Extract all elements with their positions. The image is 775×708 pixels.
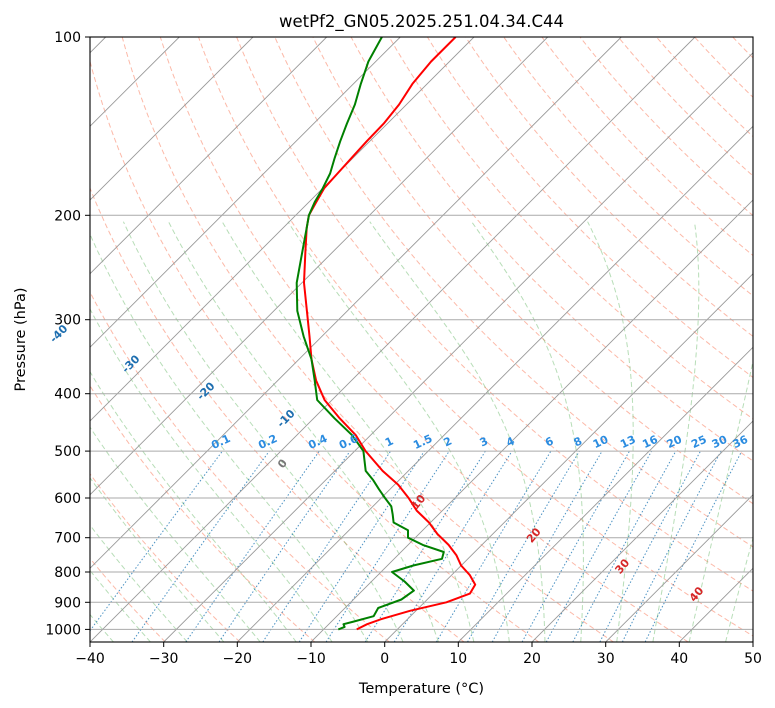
mixing-ratio-line	[621, 450, 722, 642]
y-tick-label: 200	[54, 208, 81, 224]
y-tick-label: 100	[54, 30, 81, 46]
dry-adiabat-line	[90, 557, 166, 642]
mixing-ratio-line	[325, 450, 450, 642]
isobars	[90, 37, 753, 630]
plot-frame	[89, 36, 754, 643]
mixing-ratio-line	[131, 450, 270, 642]
y-tick-label: 300	[54, 313, 81, 329]
x-tick-label: 40	[670, 651, 688, 667]
isotherm-line	[236, 125, 753, 642]
x-axis: −40 −30 −20 −10 0 10 20 30 40 50	[75, 642, 762, 667]
mixing-ratio-line	[364, 450, 486, 642]
moist-adiabat-line	[471, 221, 584, 642]
moist-adiabat-line	[90, 426, 261, 642]
x-tick-label: −30	[149, 651, 179, 667]
isotherm-line	[384, 273, 753, 642]
moist-adiabat-line	[90, 569, 151, 642]
mixing-ratio-line	[599, 450, 701, 642]
isotherm-line	[310, 199, 753, 642]
dry-adiabat-line	[236, 37, 753, 592]
mixing-ratio-label: 20	[665, 433, 685, 451]
dry-adiabat-line	[198, 37, 753, 637]
y-tick-label: 500	[54, 444, 81, 460]
moist-adiabat-line	[90, 524, 188, 642]
mixing-ratio-line	[435, 450, 552, 642]
x-tick-label: −40	[75, 651, 105, 667]
dry-adiabat-line	[121, 37, 614, 642]
dry-adiabat-line	[350, 37, 753, 462]
isotherm-line	[90, 37, 696, 642]
mixing-ratio-label: 10	[591, 433, 611, 451]
profiles	[295, 37, 477, 631]
moist-adiabat-line	[90, 232, 369, 642]
x-tick-label: −10	[296, 651, 326, 667]
isotherm-line	[90, 37, 549, 496]
dry-adiabat-line	[426, 37, 753, 379]
mixing-ratio-line	[218, 450, 351, 642]
moist-adiabat-line	[221, 221, 475, 642]
x-tick-label: −20	[223, 651, 253, 667]
mixing-ratio-label: 30	[710, 433, 730, 451]
dry-adiabat-line	[159, 37, 689, 642]
moist-adiabat-line	[90, 476, 225, 642]
y-tick-label: 700	[54, 531, 81, 547]
isotherms	[90, 37, 753, 642]
isotherm-line	[90, 37, 475, 422]
dry-adiabat-line	[90, 384, 316, 642]
dry-adiabat-line	[503, 37, 753, 297]
dewpoint-profile	[295, 37, 445, 631]
mixing-ratio-line	[572, 450, 677, 642]
isotherm-line	[605, 494, 753, 642]
y-tick-label: 400	[54, 387, 81, 403]
mixing-ratio-label: 36	[731, 433, 751, 451]
moist-adiabat-line	[369, 221, 546, 642]
y-tick-label: 800	[54, 565, 81, 581]
mixing-ratio-line	[185, 450, 320, 642]
dry-adiabat-line	[90, 472, 241, 642]
temperature-profile	[303, 37, 477, 631]
dry-adiabat-line	[90, 291, 390, 642]
x-axis-label: Temperature (°C)	[358, 681, 484, 697]
y-tick-label: 1000	[45, 622, 81, 638]
mixing-ratio-line	[644, 450, 743, 642]
mixing-ratio-line	[262, 450, 392, 642]
dry-adiabat-line	[90, 186, 465, 642]
y-tick-label: 600	[54, 491, 81, 507]
mixing-ratio-lines	[90, 450, 743, 642]
isotherm-line	[457, 346, 753, 642]
mixing-ratio-line	[521, 450, 630, 642]
mixing-ratio-line	[545, 450, 653, 642]
x-tick-label: 20	[523, 651, 541, 667]
mixing-ratio-label: 13	[618, 433, 637, 451]
mixing-ratio-line	[90, 450, 223, 632]
dry-adiabats	[90, 37, 753, 642]
isotherm-line	[90, 37, 328, 275]
moist-adiabat-line	[90, 370, 297, 642]
y-axis-label: Pressure (hPa)	[13, 287, 29, 391]
dry-adiabat-line	[90, 59, 540, 642]
isotherm-line	[90, 37, 401, 348]
mixing-ratio-label: 25	[689, 433, 708, 451]
isotherm-line	[163, 52, 753, 642]
mixing-ratio-line	[393, 450, 513, 642]
y-axis: 100 200 300 400 500 600 700 800 900 1000	[45, 30, 90, 638]
isotherm-line	[90, 37, 254, 201]
dry-adiabat-line	[274, 37, 753, 548]
mixing-ratio-label: 16	[640, 433, 660, 451]
mixing-ratio-line	[298, 450, 425, 642]
x-tick-label: 30	[597, 651, 615, 667]
x-tick-label: 10	[449, 651, 467, 667]
chart-title: wetPf2_GN05.2025.251.04.34.C44	[279, 12, 564, 32]
isotherm-line	[90, 37, 622, 569]
isotherm-line	[531, 420, 753, 642]
moist-adiabat-line	[652, 221, 700, 642]
x-tick-label: 50	[744, 651, 762, 667]
x-tick-label: 0	[380, 651, 389, 667]
y-tick-label: 900	[54, 595, 81, 611]
moist-adiabat-line	[287, 221, 510, 642]
moist-adiabat-line	[90, 308, 333, 642]
